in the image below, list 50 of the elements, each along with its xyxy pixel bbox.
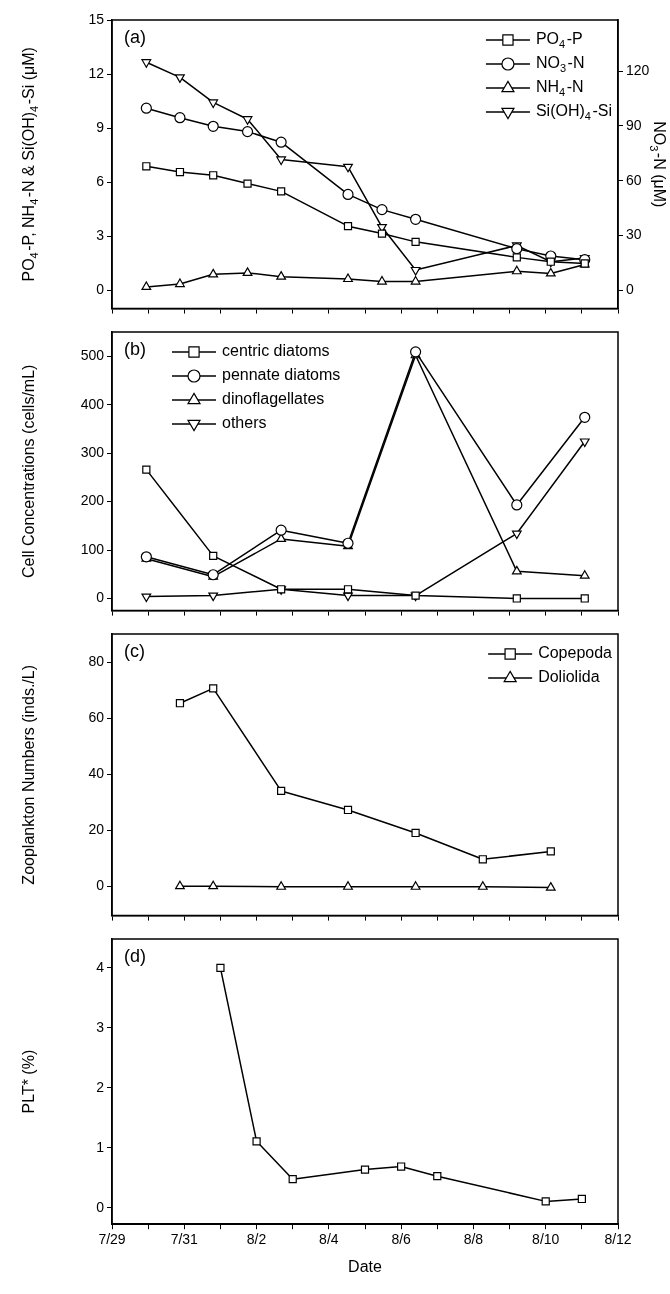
annotation: (c) bbox=[124, 640, 145, 661]
y-tick-label: 0 bbox=[96, 281, 105, 298]
x-axis-title: Date bbox=[348, 1258, 382, 1276]
y-tick-label: 100 bbox=[80, 540, 105, 557]
y2-tick-label: 0 bbox=[626, 281, 634, 298]
x-tick-label: 8/6 bbox=[391, 1231, 412, 1248]
y-tick-label: 3 bbox=[96, 1018, 105, 1035]
y-tick-label: 500 bbox=[80, 347, 105, 364]
y-tick-label: 15 bbox=[88, 10, 105, 27]
x-tick-label: 7/29 bbox=[98, 1231, 126, 1248]
y2-tick-label: 60 bbox=[626, 171, 642, 188]
x-tick-label: 8/8 bbox=[463, 1231, 484, 1248]
y-tick-label: 300 bbox=[80, 443, 105, 460]
annotation: (b) bbox=[124, 338, 146, 359]
y-tick-label: 4 bbox=[96, 958, 105, 975]
y-tick-label: 400 bbox=[80, 395, 105, 412]
x-tick-label: 8/10 bbox=[532, 1231, 560, 1248]
y-tick-label: 12 bbox=[88, 64, 105, 81]
y2-tick-label: 120 bbox=[626, 62, 650, 78]
y-tick-label: 9 bbox=[96, 119, 105, 136]
legend-label: pennate diatoms bbox=[222, 366, 341, 384]
legend-label: Copepoda bbox=[538, 644, 613, 662]
x-tick-label: 8/2 bbox=[246, 1231, 267, 1248]
y-tick-label: 0 bbox=[96, 877, 105, 894]
y2-axis-title: NO3-N (μM) bbox=[648, 121, 668, 208]
y-tick-label: 2 bbox=[96, 1078, 105, 1095]
legend-label: centric diatoms bbox=[222, 342, 330, 360]
annotation: (a) bbox=[124, 26, 146, 47]
x-tick-label: 7/31 bbox=[170, 1231, 199, 1248]
annotation: (d) bbox=[124, 945, 146, 966]
y-tick-label: 200 bbox=[80, 492, 105, 509]
y-tick-label: 3 bbox=[96, 227, 105, 244]
y-tick-label: 0 bbox=[96, 1198, 105, 1215]
y-tick-label: 0 bbox=[96, 589, 105, 606]
legend-label: others bbox=[222, 414, 267, 432]
y-tick-label: 1 bbox=[96, 1138, 105, 1155]
y-axis-title: Zooplankton Numbers (inds./L) bbox=[20, 664, 38, 885]
y-axis-title: Cell Concentrations (cells/mL) bbox=[20, 364, 38, 578]
y-tick-label: 6 bbox=[96, 173, 105, 190]
y-tick-label: 80 bbox=[88, 652, 105, 669]
y-tick-label: 60 bbox=[88, 708, 105, 725]
y-axis-title: PLT* (%) bbox=[20, 1049, 38, 1114]
legend-label: Doliolida bbox=[538, 668, 600, 686]
y2-tick-label: 30 bbox=[626, 226, 642, 243]
legend-label: dinoflagellates bbox=[222, 390, 325, 408]
y-tick-label: 20 bbox=[88, 821, 105, 837]
x-tick-label: 8/4 bbox=[319, 1231, 339, 1248]
y2-tick-label: 90 bbox=[626, 116, 642, 133]
x-tick-label: 8/12 bbox=[604, 1231, 632, 1248]
y-tick-label: 40 bbox=[88, 764, 105, 781]
